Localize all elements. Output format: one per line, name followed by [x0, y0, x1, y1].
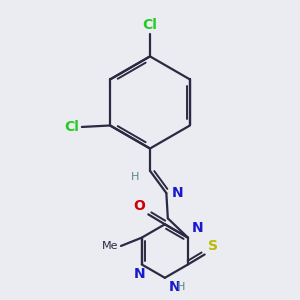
- Text: N: N: [168, 280, 180, 294]
- Text: H: H: [131, 172, 140, 182]
- Text: N: N: [192, 221, 203, 235]
- Text: S: S: [208, 239, 218, 253]
- Text: Cl: Cl: [64, 120, 80, 134]
- Text: N: N: [134, 267, 145, 281]
- Text: Cl: Cl: [142, 18, 158, 32]
- Text: Me: Me: [102, 241, 119, 251]
- Text: H: H: [177, 282, 185, 292]
- Text: O: O: [134, 199, 145, 213]
- Text: N: N: [172, 185, 183, 200]
